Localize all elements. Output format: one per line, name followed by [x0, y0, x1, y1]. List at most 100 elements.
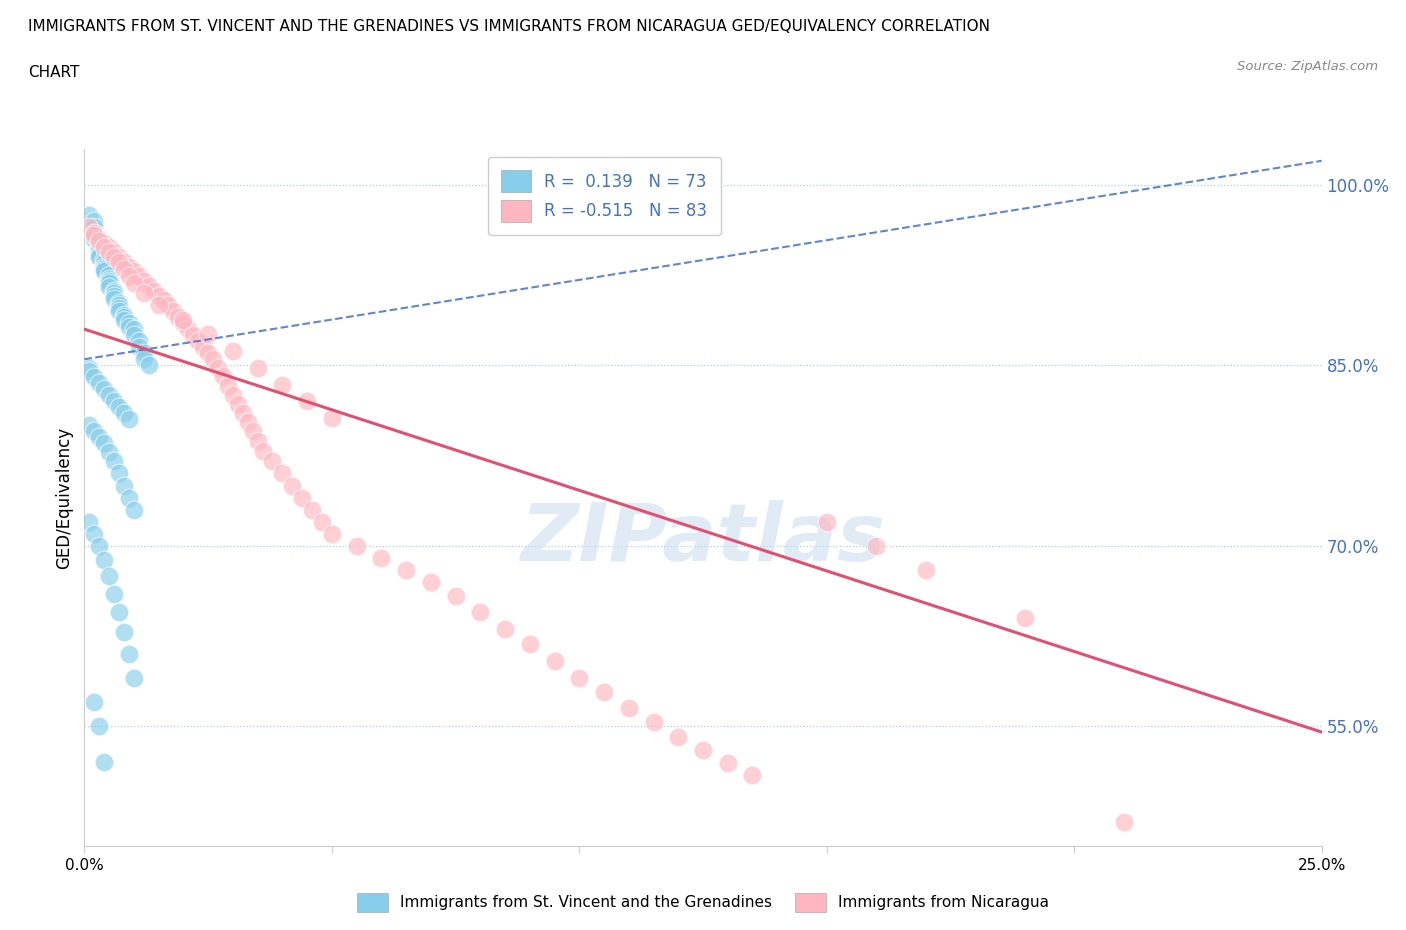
Point	[543, 654, 565, 669]
Point	[321, 526, 343, 541]
Point	[89, 249, 111, 264]
Point	[132, 273, 155, 288]
Point	[103, 454, 125, 469]
Point	[132, 352, 155, 366]
Point	[132, 346, 155, 361]
Point	[1112, 815, 1135, 830]
Point	[83, 232, 105, 246]
Point	[470, 604, 492, 619]
Point	[142, 284, 165, 299]
Point	[262, 454, 284, 469]
Point	[112, 261, 135, 276]
Point	[83, 370, 105, 385]
Point	[112, 625, 135, 640]
Point	[236, 415, 259, 430]
Point	[212, 368, 235, 383]
Point	[246, 360, 269, 375]
Point	[89, 247, 111, 262]
Point	[108, 304, 131, 319]
Point	[181, 327, 204, 342]
Point	[93, 256, 115, 271]
Point	[162, 304, 184, 319]
Point	[232, 405, 254, 420]
Point	[741, 768, 763, 783]
Point	[152, 293, 174, 308]
Point	[103, 249, 125, 264]
Point	[138, 278, 160, 293]
Point	[118, 490, 141, 505]
Point	[103, 286, 125, 300]
Point	[118, 259, 141, 274]
Point	[103, 288, 125, 303]
Point	[217, 379, 239, 393]
Point	[98, 240, 121, 255]
Point	[122, 671, 145, 685]
Point	[148, 288, 170, 303]
Point	[167, 310, 190, 325]
Point	[103, 586, 125, 601]
Point	[89, 719, 111, 734]
Text: ZIPatlas: ZIPatlas	[520, 500, 886, 578]
Point	[98, 388, 121, 403]
Point	[197, 346, 219, 361]
Point	[118, 319, 141, 334]
Point	[93, 754, 115, 769]
Point	[118, 412, 141, 427]
Point	[177, 322, 200, 337]
Point	[83, 695, 105, 710]
Point	[617, 700, 640, 715]
Point	[692, 743, 714, 758]
Point	[98, 568, 121, 583]
Point	[83, 219, 105, 234]
Point	[112, 478, 135, 493]
Point	[112, 312, 135, 327]
Point	[281, 478, 304, 493]
Point	[122, 327, 145, 342]
Point	[865, 538, 887, 553]
Point	[301, 502, 323, 517]
Point	[128, 334, 150, 349]
Point	[122, 264, 145, 279]
Point	[242, 424, 264, 439]
Point	[118, 646, 141, 661]
Point	[89, 237, 111, 252]
Point	[187, 334, 209, 349]
Point	[346, 538, 368, 553]
Point	[89, 232, 111, 246]
Point	[93, 382, 115, 397]
Point	[83, 226, 105, 241]
Point	[122, 276, 145, 291]
Point	[83, 424, 105, 439]
Point	[643, 715, 665, 730]
Point	[98, 273, 121, 288]
Point	[98, 276, 121, 291]
Point	[108, 604, 131, 619]
Point	[118, 316, 141, 331]
Point	[112, 255, 135, 270]
Point	[128, 339, 150, 354]
Point	[108, 400, 131, 415]
Point	[197, 326, 219, 341]
Point	[108, 298, 131, 312]
Point	[112, 307, 135, 322]
Point	[108, 296, 131, 311]
Point	[593, 684, 616, 699]
Point	[222, 388, 245, 403]
Point	[79, 514, 101, 529]
Point	[568, 671, 591, 685]
Point	[108, 300, 131, 315]
Point	[202, 352, 225, 366]
Point	[444, 589, 467, 604]
Legend: Immigrants from St. Vincent and the Grenadines, Immigrants from Nicaragua: Immigrants from St. Vincent and the Gren…	[352, 887, 1054, 918]
Point	[83, 228, 105, 243]
Point	[252, 444, 274, 458]
Point	[321, 411, 343, 426]
Point	[370, 551, 392, 565]
Point	[271, 466, 294, 481]
Point	[295, 394, 318, 409]
Point	[148, 298, 170, 312]
Point	[79, 219, 101, 234]
Point	[914, 563, 936, 578]
Point	[103, 245, 125, 259]
Point	[108, 249, 131, 264]
